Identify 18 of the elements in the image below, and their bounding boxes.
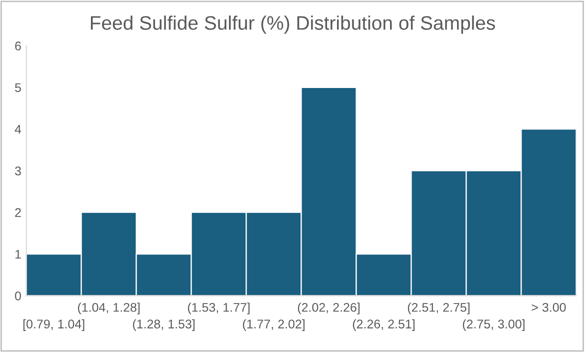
x-tick-label: (2.26, 2.51] xyxy=(352,319,414,331)
x-tick-label: (1.53, 1.77] xyxy=(188,302,250,314)
x-tick-label: [0.79, 1.04] xyxy=(23,319,84,331)
x-tick-label: (1.77, 2.02] xyxy=(242,319,305,331)
chart-title: Feed Sulfide Sulfur (%) Distribution of Samples xyxy=(90,16,495,34)
y-tick-label: 4 xyxy=(14,124,22,134)
x-tick-label: (2.51, 2.75] xyxy=(408,302,470,314)
y-tick-label: 3 xyxy=(14,166,21,176)
x-tick-label: > 3.00 xyxy=(532,302,566,312)
y-tick-label: 6 xyxy=(15,42,21,50)
x-tick-label: (1.28, 1.53] xyxy=(132,319,195,331)
x-tick-label: (2.02, 2.26] xyxy=(298,302,360,314)
y-tick-label: 5 xyxy=(15,83,21,92)
x-tick-label: (2.75, 3.00] xyxy=(462,319,524,331)
y-tick-label: 0 xyxy=(15,291,21,300)
y-tick-label: 1 xyxy=(15,250,21,259)
x-tick-label: (1.04, 1.28] xyxy=(78,302,140,314)
y-tick-label: 2 xyxy=(15,208,21,217)
